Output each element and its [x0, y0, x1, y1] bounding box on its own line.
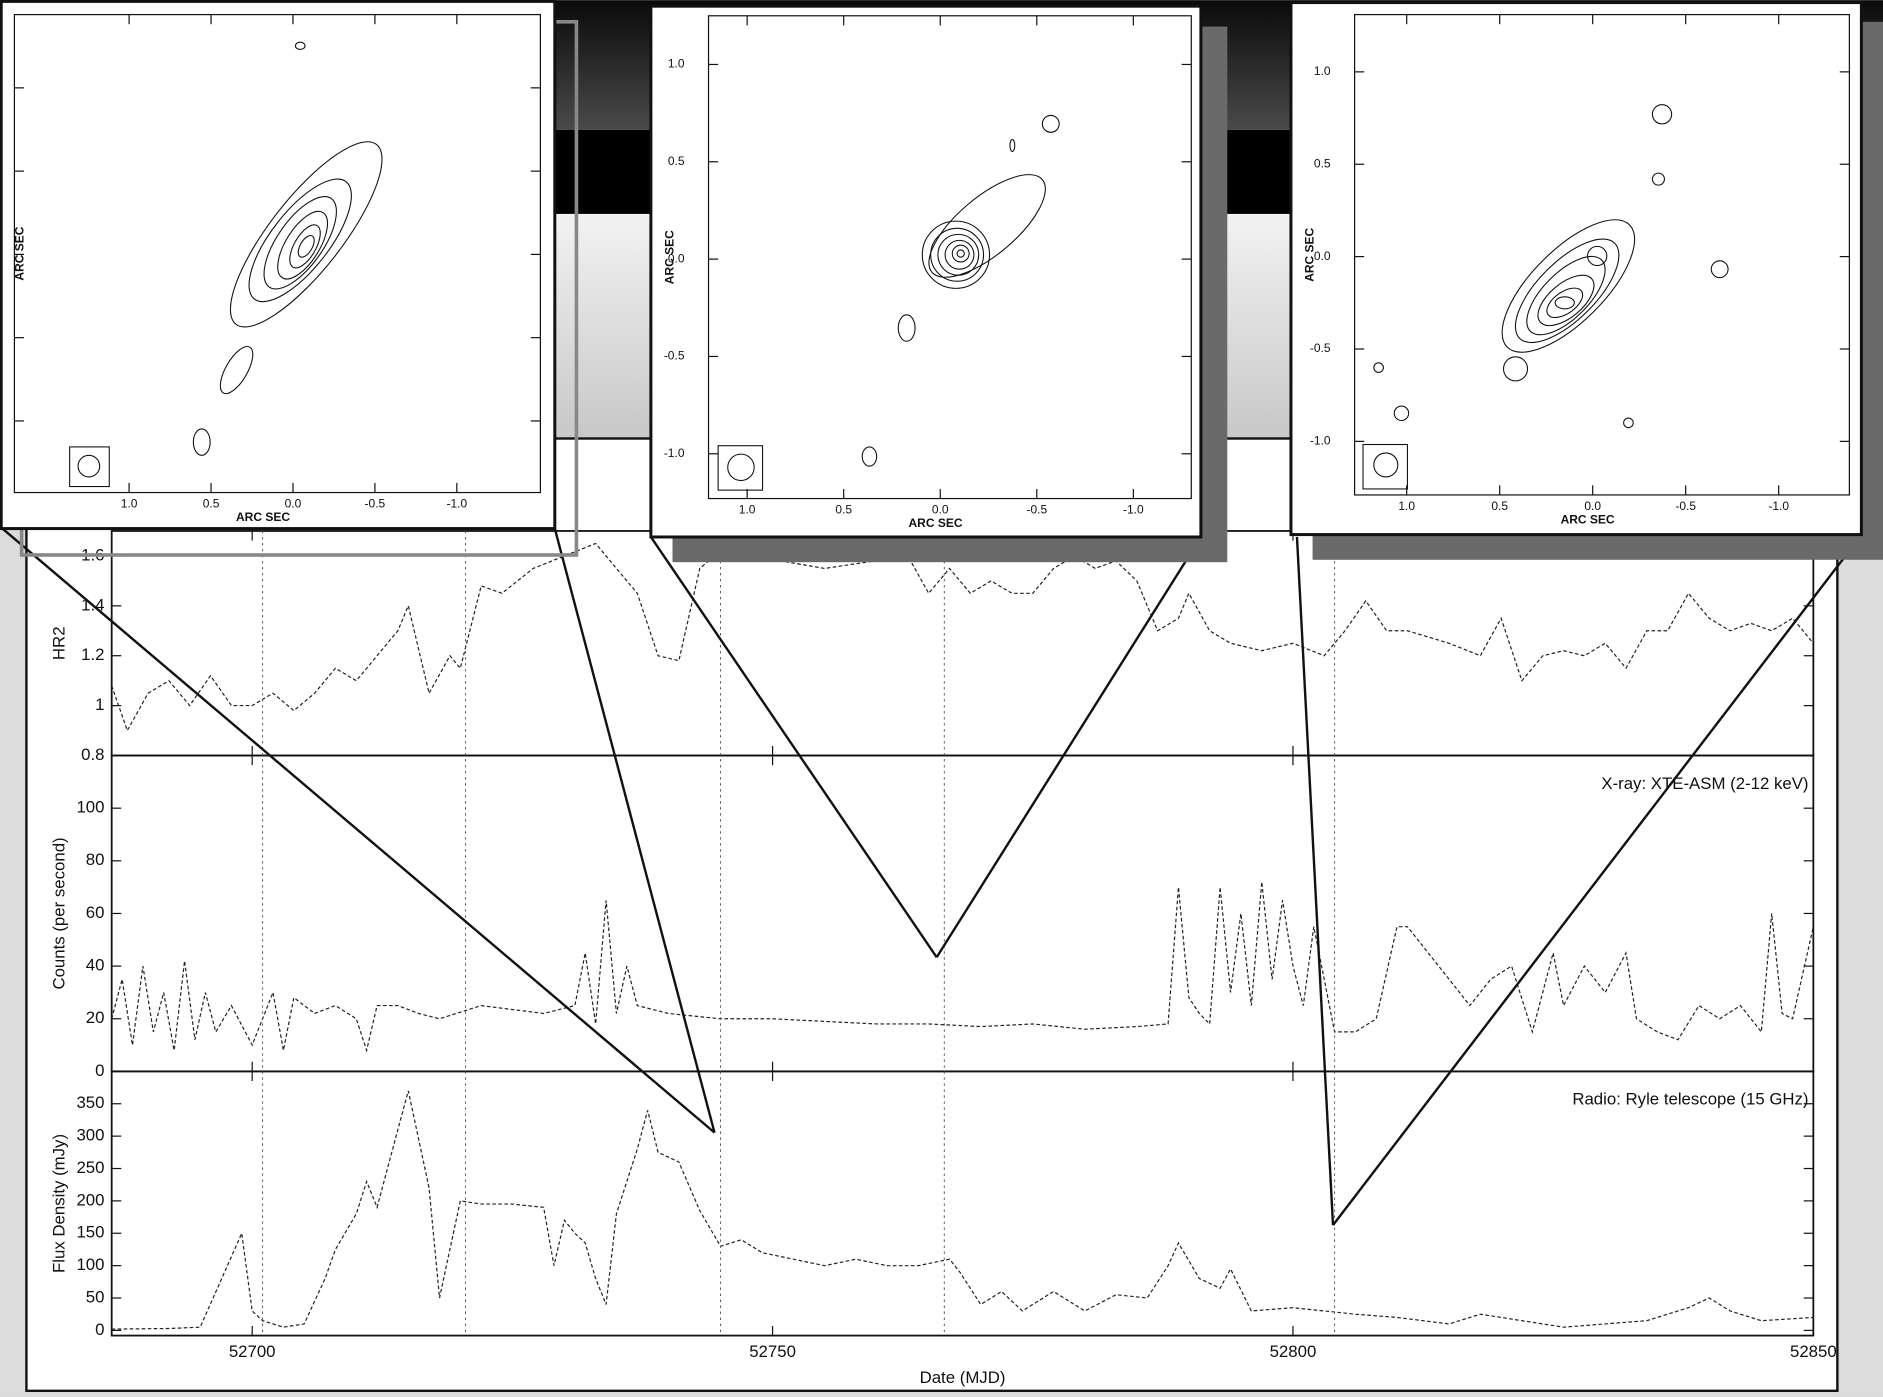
annotation: X-ray: XTE-ASM (2-12 keV) [1601, 774, 1808, 793]
x-tick-label: 0.0 [285, 497, 302, 511]
x-tick-label: -1.0 [1123, 503, 1144, 517]
x-tick-label: 1.0 [1398, 499, 1415, 513]
x-axis-label: ARC SEC [1561, 512, 1615, 526]
y-tick-label: 250 [76, 1158, 104, 1177]
y-tick-label: 1 [95, 695, 104, 714]
x-tick-label: -1.0 [1768, 499, 1789, 513]
y-tick-label: 150 [76, 1223, 104, 1242]
x-axis-label: ARC SEC [236, 510, 290, 524]
y-tick-label: -1.0 [1310, 434, 1331, 448]
y-tick-label: 0.8 [81, 745, 104, 764]
y-tick-label: 60 [86, 903, 105, 922]
x-tick-label: 0.5 [203, 497, 220, 511]
page: {"chart_data": [ {"type": "line", "ylabe… [0, 0, 1883, 1397]
x-tick-label: 0.0 [932, 503, 949, 517]
y-axis-label: HR2 [49, 626, 68, 660]
y-tick-label: 0 [95, 1061, 104, 1080]
x-tick-label: 0.0 [1584, 499, 1601, 513]
x-tick-label: 0.5 [1491, 499, 1508, 513]
annotation: Radio: Ryle telescope (15 GHz) [1572, 1090, 1808, 1109]
y-tick-label: 100 [76, 798, 104, 817]
y-tick-label: 350 [76, 1093, 104, 1112]
x-axis-label: ARC SEC [908, 516, 962, 530]
y-tick-label: 0 [95, 1320, 104, 1339]
inset-frame [1291, 3, 1861, 535]
y-tick-label: 300 [76, 1126, 104, 1145]
y-tick-label: 40 [86, 956, 105, 975]
x-tick-label: -1.0 [446, 497, 467, 511]
x-tick-label: 52750 [749, 1342, 796, 1361]
y-tick-label: -1.0 [664, 446, 685, 460]
y-axis-label: Flux Density (mJy) [49, 1134, 68, 1273]
y-axis-label: ARC SEC [1302, 227, 1316, 281]
y-tick-label: 80 [86, 850, 105, 869]
y-axis-label: ARC SEC [662, 230, 676, 284]
x-tick-label: 52700 [229, 1342, 276, 1361]
y-axis-label: ARC SEC [13, 226, 27, 280]
y-tick-label: 100 [76, 1255, 104, 1274]
x-tick-label: -0.5 [1675, 499, 1696, 513]
plot-frame [26, 439, 1837, 1391]
x-tick-label: 1.0 [739, 503, 756, 517]
x-tick-label: 1.0 [121, 497, 138, 511]
x-tick-label: -0.5 [1026, 503, 1047, 517]
y-tick-label: 1.0 [668, 57, 685, 71]
x-tick-label: 0.5 [835, 503, 852, 517]
y-tick-label: 0.5 [1314, 156, 1331, 170]
x-tick-label: 52800 [1270, 1342, 1317, 1361]
y-tick-label: 1.0 [1314, 64, 1331, 78]
y-tick-label: 0.5 [668, 154, 685, 168]
inset-frame [651, 6, 1201, 537]
y-tick-label: 20 [86, 1008, 105, 1027]
y-tick-label: 1.2 [81, 645, 104, 664]
y-axis-label: Counts (per second) [49, 837, 68, 989]
x-axis-label: Date (MJD) [920, 1368, 1006, 1387]
y-tick-label: 0.0 [1314, 249, 1331, 263]
y-tick-label: -0.5 [1310, 341, 1331, 355]
x-tick-label: -0.5 [365, 497, 386, 511]
x-tick-label: 52850 [1790, 1342, 1837, 1361]
radio-maps: 1.0 0.5 0.0 -0.5 -1.0 1.0 0.5 0.0 -0.5 -1.0 ARC SE… [0, 1, 1861, 537]
y-tick-label: 200 [76, 1190, 104, 1209]
y-tick-label: -0.5 [664, 349, 685, 363]
figure: 0.811.21.41.6HR2020406080100Counts (per … [0, 0, 1883, 1397]
y-tick-label: 50 [86, 1287, 105, 1306]
